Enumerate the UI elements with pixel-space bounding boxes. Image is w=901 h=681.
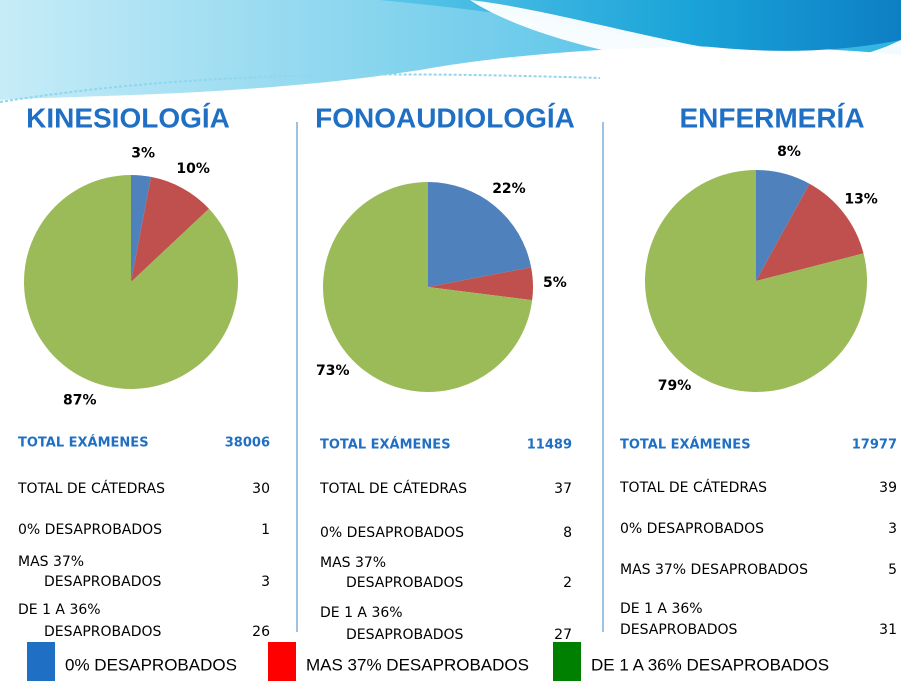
- chart-title: KINESIOLOGÍA: [26, 102, 230, 133]
- pie-slice: [756, 170, 810, 281]
- row-label: MAS 37% DESAPROBADOS: [620, 562, 808, 578]
- row-label: TOTAL DE CÁTEDRAS: [319, 480, 467, 497]
- data-label: 22%: [492, 181, 526, 197]
- legend-swatch: [553, 642, 581, 681]
- row-label: DESAPROBADOS: [346, 627, 464, 643]
- pie-slice: [645, 170, 867, 392]
- row-label: 0% DESAPROBADOS: [620, 521, 764, 537]
- chart-title: FONOAUDIOLOGÍA: [315, 102, 575, 133]
- data-label: 3%: [131, 146, 155, 162]
- row-value: 3: [888, 521, 897, 537]
- row-label: DESAPROBADOS: [620, 622, 738, 638]
- row-label: MAS 37%: [320, 555, 386, 571]
- row-label: TOTAL DE CÁTEDRAS: [619, 479, 767, 496]
- row-label: DE 1 A 36%: [320, 605, 403, 621]
- tables: TOTAL EXÁMENES 38006 TOTAL DE CÁTEDRAS 30 0%…: [17, 435, 897, 644]
- pie-slice: [428, 182, 532, 287]
- legend-swatch: [268, 642, 296, 681]
- data-label: 8%: [777, 144, 801, 160]
- row-label: TOTAL EXÁMENES: [620, 437, 751, 453]
- row-label: DESAPROBADOS: [44, 624, 162, 640]
- pie-slice: [756, 183, 864, 281]
- row-value: 17977: [852, 438, 897, 453]
- row-value: 1: [261, 522, 270, 538]
- legend: 0% DESAPROBADOS MAS 37% DESAPROBADOS DE 1 …: [27, 642, 829, 681]
- data-label: 10%: [176, 161, 210, 177]
- row-value: 3: [261, 574, 270, 590]
- row-label: TOTAL DE CÁTEDRAS: [17, 480, 165, 497]
- row-label: DESAPROBADOS: [44, 574, 162, 590]
- row-value: 31: [879, 622, 897, 638]
- chart-title: ENFERMERÍA: [679, 102, 864, 133]
- pie-slice: [131, 174, 152, 282]
- row-label: 0% DESAPROBADOS: [18, 522, 162, 538]
- pie-slice: [428, 267, 533, 301]
- data-label: 79%: [658, 378, 692, 394]
- data-label: 73%: [316, 363, 350, 379]
- row-value: 39: [879, 480, 897, 496]
- pie-slice: [24, 175, 239, 390]
- row-value: 30: [252, 481, 270, 497]
- row-label: 0% DESAPROBADOS: [320, 525, 464, 541]
- pie-slice: [131, 176, 209, 282]
- row-value: 8: [563, 525, 572, 541]
- row-value: 2: [563, 575, 572, 591]
- row-label: TOTAL EXÁMENES: [18, 435, 149, 451]
- legend-label: DE 1 A 36% DESAPROBADOS: [591, 655, 829, 674]
- row-label: MAS 37%: [18, 554, 84, 570]
- row-value: 11489: [527, 438, 572, 453]
- banner: [0, 0, 901, 103]
- charts: KINESIOLOGÍA 3% 10% 87% FONOAUDIOLOGÍA 22% 5% 7…: [24, 102, 878, 408]
- row-label: DE 1 A 36%: [620, 601, 703, 617]
- legend-swatch: [27, 642, 55, 681]
- legend-label: MAS 37% DESAPROBADOS: [306, 655, 529, 674]
- data-label: 87%: [63, 392, 97, 408]
- pie-slice: [323, 182, 533, 392]
- row-value: 5: [888, 562, 897, 578]
- row-value: 27: [554, 627, 572, 643]
- row-value: 26: [252, 624, 270, 640]
- row-value: 38006: [225, 436, 270, 451]
- data-label: 13%: [844, 191, 878, 207]
- row-label: TOTAL EXÁMENES: [320, 437, 451, 453]
- row-label: DESAPROBADOS: [346, 575, 464, 591]
- legend-label: 0% DESAPROBADOS: [65, 655, 237, 674]
- data-label: 5%: [543, 275, 567, 291]
- row-label: DE 1 A 36%: [18, 602, 101, 618]
- row-value: 37: [554, 481, 572, 497]
